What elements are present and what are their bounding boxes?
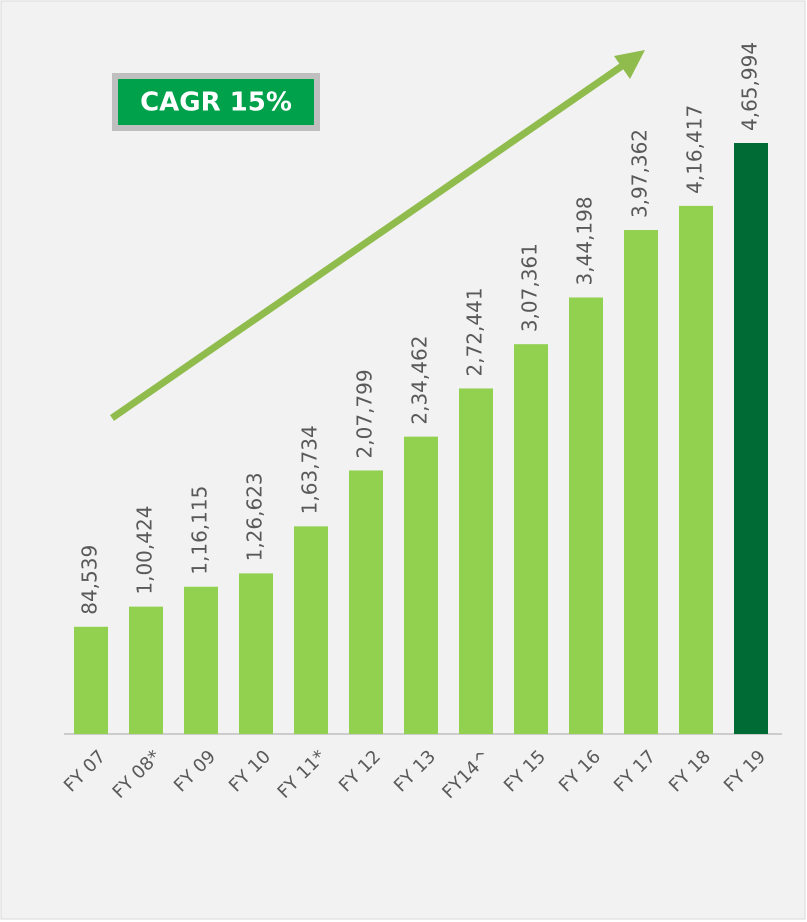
value-label: 1,26,623 [243,472,267,561]
value-label: 1,00,424 [133,506,157,595]
bar [459,388,493,734]
value-label: 84,539 [78,545,102,615]
bar [129,606,163,734]
value-label: 4,65,994 [738,42,762,131]
value-label: 2,07,799 [353,369,377,458]
value-label: 3,44,198 [573,196,597,285]
cagr-label: CAGR 15% [140,88,292,118]
value-label: 3,07,361 [518,243,542,332]
value-label: 1,63,734 [298,425,322,514]
bar [404,436,438,734]
bar [624,230,658,734]
bar [514,344,548,734]
value-label: 4,16,417 [683,105,707,194]
trend-arrow [110,63,624,421]
arrow-head [614,50,645,79]
value-label: 2,34,462 [408,336,432,425]
value-label: 1,16,115 [188,486,212,575]
bar [74,626,108,734]
bar [569,297,603,734]
value-label: 3,97,362 [628,129,652,218]
bar [294,526,328,734]
bar [349,470,383,734]
bar [679,205,713,735]
bar [239,573,273,734]
bar [734,143,768,734]
badge [118,79,314,125]
bar [184,586,218,734]
value-label: 2,72,441 [463,287,487,376]
